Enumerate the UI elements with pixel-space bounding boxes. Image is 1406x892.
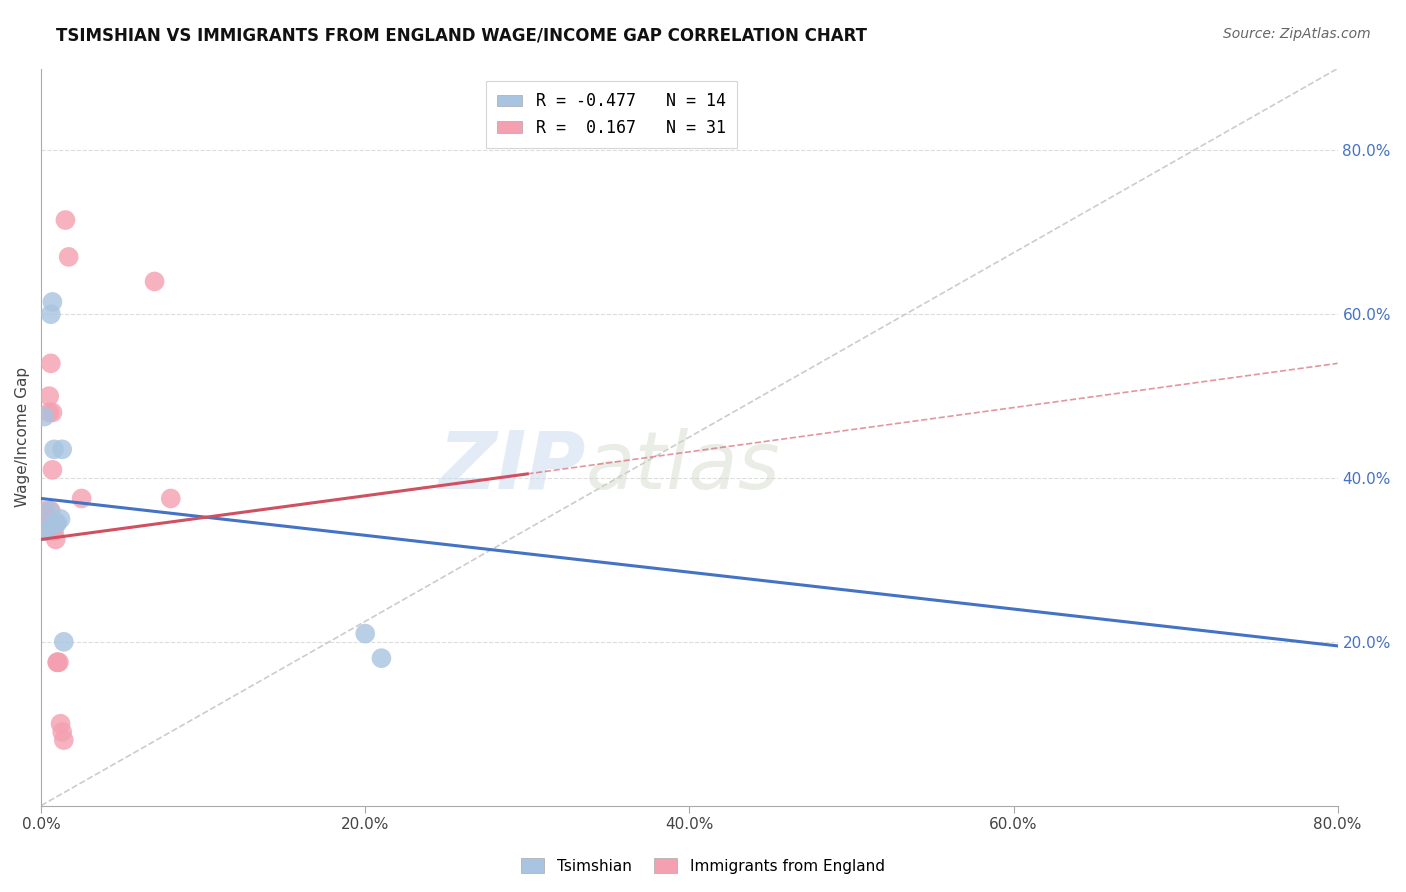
Point bbox=[35, 508, 58, 522]
Point bbox=[37, 516, 59, 530]
Point bbox=[31, 516, 53, 530]
Point bbox=[51, 442, 73, 457]
Point bbox=[55, 213, 77, 227]
Point bbox=[48, 655, 70, 669]
Point bbox=[46, 655, 69, 669]
Legend: R = -0.477   N = 14, R =  0.167   N = 31: R = -0.477 N = 14, R = 0.167 N = 31 bbox=[485, 80, 737, 148]
Text: Source: ZipAtlas.com: Source: ZipAtlas.com bbox=[1223, 27, 1371, 41]
Point bbox=[38, 504, 60, 518]
Point bbox=[58, 250, 80, 264]
Point bbox=[34, 524, 56, 539]
Point bbox=[159, 491, 181, 506]
Point bbox=[45, 516, 67, 530]
Point bbox=[143, 275, 166, 289]
Point bbox=[41, 405, 63, 419]
Text: ZIP: ZIP bbox=[439, 427, 586, 506]
Point bbox=[45, 516, 67, 530]
Point bbox=[51, 725, 73, 739]
Point bbox=[46, 655, 69, 669]
Point bbox=[31, 508, 53, 522]
Point bbox=[38, 389, 60, 403]
Point bbox=[370, 651, 392, 665]
Point bbox=[38, 520, 60, 534]
Point bbox=[354, 626, 377, 640]
Point bbox=[46, 516, 69, 530]
Point bbox=[42, 524, 65, 539]
Point bbox=[35, 516, 58, 530]
Point bbox=[70, 491, 93, 506]
Point bbox=[34, 504, 56, 518]
Point bbox=[35, 520, 58, 534]
Point bbox=[45, 533, 67, 547]
Legend: Tsimshian, Immigrants from England: Tsimshian, Immigrants from England bbox=[516, 852, 890, 880]
Point bbox=[38, 405, 60, 419]
Text: TSIMSHIAN VS IMMIGRANTS FROM ENGLAND WAGE/INCOME GAP CORRELATION CHART: TSIMSHIAN VS IMMIGRANTS FROM ENGLAND WAG… bbox=[56, 27, 868, 45]
Point bbox=[34, 520, 56, 534]
Point bbox=[37, 524, 59, 539]
Point bbox=[39, 307, 62, 321]
Point bbox=[37, 522, 59, 536]
Point bbox=[41, 294, 63, 309]
Point bbox=[34, 409, 56, 424]
Point bbox=[52, 635, 75, 649]
Point bbox=[39, 356, 62, 370]
Text: atlas: atlas bbox=[586, 427, 780, 506]
Y-axis label: Wage/Income Gap: Wage/Income Gap bbox=[15, 367, 30, 508]
Point bbox=[39, 504, 62, 518]
Point bbox=[42, 442, 65, 457]
Point bbox=[49, 512, 72, 526]
Point bbox=[49, 716, 72, 731]
Point bbox=[34, 512, 56, 526]
Point bbox=[41, 463, 63, 477]
Point bbox=[52, 733, 75, 747]
